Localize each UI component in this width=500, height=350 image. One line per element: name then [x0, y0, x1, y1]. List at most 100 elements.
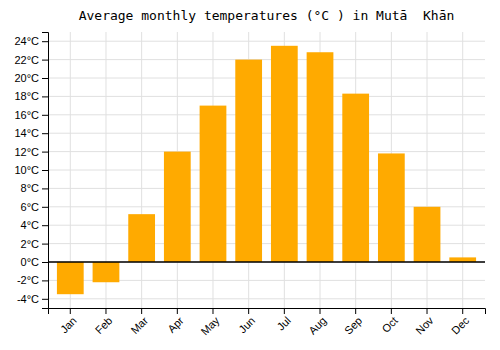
y-tick: 20°C — [14, 72, 48, 84]
y-tick-label: 2°C — [21, 238, 40, 250]
y-tick-mark — [42, 41, 48, 42]
y-tick: 2°C — [21, 238, 48, 250]
y-tick-label: 6°C — [21, 201, 40, 213]
y-grid-line — [48, 96, 485, 97]
y-tick-mark — [42, 244, 48, 245]
bar — [342, 94, 369, 262]
y-tick-mark — [42, 170, 48, 171]
x-tick-label: Dec — [449, 314, 472, 337]
x-tick-mark — [248, 308, 249, 314]
y-grid-line — [48, 78, 485, 79]
x-tick: Mar — [128, 308, 150, 336]
grid — [48, 32, 485, 308]
x-tick: Dec — [449, 308, 472, 337]
y-tick-label: 0°C — [21, 256, 40, 268]
y-tick: 6°C — [21, 201, 48, 213]
y-grid-line — [48, 170, 485, 171]
y-tick-label: 20°C — [14, 72, 39, 84]
x-tick: Jul — [274, 308, 292, 333]
bar — [414, 207, 441, 262]
y-tick: 18°C — [14, 90, 48, 102]
y-tick: 14°C — [14, 127, 48, 139]
y-tick: 16°C — [14, 109, 48, 121]
y-tick-label: 12°C — [14, 146, 39, 158]
y-tick-mark — [42, 60, 48, 61]
x-tick-label: Jan — [58, 314, 79, 335]
x-grid-line — [427, 32, 428, 308]
y-tick-label: 8°C — [21, 182, 40, 194]
bar — [57, 262, 84, 294]
chart-container: Jan Feb Mar Apr May Jun Jul Aug Sep Oct Nov Dec -4°C… — [0, 0, 500, 350]
x-tick-mark — [462, 308, 463, 314]
bar — [307, 52, 334, 262]
x-tick-label: Oct — [379, 314, 400, 335]
x-tick-mark — [320, 308, 321, 314]
y-tick: 12°C — [14, 146, 48, 158]
y-grid-line — [48, 188, 485, 189]
bar — [93, 262, 120, 282]
y-tick-mark — [42, 188, 48, 189]
y-tick-mark — [42, 225, 48, 226]
x-tick-mark — [355, 308, 356, 314]
x-tick-mark — [105, 308, 106, 314]
y-tick: 24°C — [14, 35, 48, 47]
x-tick-label: Jul — [274, 314, 292, 332]
y-tick-label: -4°C — [17, 293, 39, 305]
y-tick-mark — [42, 96, 48, 97]
y-axis-line — [42, 33, 49, 309]
chart-svg: Jan Feb Mar Apr May Jun Jul Aug Sep Oct Nov Dec -4°C… — [0, 0, 500, 350]
bar — [164, 152, 191, 262]
chart-title: Average monthly temperatures (°C ) in Mu… — [79, 8, 455, 23]
x-tick: Oct — [379, 308, 400, 335]
x-tick-mark — [177, 308, 178, 314]
x-tick-mark — [70, 308, 71, 314]
x-tick-mark — [141, 308, 142, 314]
y-tick-mark — [42, 78, 48, 79]
bar — [128, 214, 155, 262]
y-tick: 8°C — [21, 182, 48, 194]
x-tick-label: Feb — [93, 314, 115, 336]
x-tick: Jan — [58, 308, 79, 335]
plot-area — [57, 46, 476, 294]
x-tick-mark — [427, 308, 428, 314]
y-tick: 22°C — [14, 54, 48, 66]
y-grid-line — [48, 262, 485, 263]
x-tick-label: Apr — [165, 314, 186, 335]
bar — [271, 46, 298, 262]
x-tick-mark — [391, 308, 392, 314]
y-tick-label: 18°C — [14, 90, 39, 102]
y-grid-line — [48, 41, 485, 42]
y-tick-label: -2°C — [17, 274, 39, 286]
y-grid-line — [48, 133, 485, 134]
zero-line — [48, 261, 485, 263]
x-tick-label: Sep — [342, 314, 364, 336]
x-tick: Jun — [236, 308, 257, 335]
x-axis-line — [49, 309, 486, 315]
x-tick: Apr — [165, 308, 186, 335]
y-tick: 0°C — [21, 256, 48, 268]
y-tick-mark — [42, 280, 48, 281]
y-tick: -2°C — [17, 274, 48, 286]
x-axis: Jan Feb Mar Apr May Jun Jul Aug Sep Oct Nov Dec — [49, 308, 486, 337]
y-grid-line — [48, 298, 485, 299]
y-tick: 10°C — [14, 164, 48, 176]
x-grid-line — [141, 32, 142, 308]
x-tick-label: Mar — [128, 314, 150, 336]
y-axis: -4°C-2°C0°C2°C4°C6°C8°C10°C12°C14°C16°C1… — [14, 33, 48, 309]
x-tick-mark — [212, 308, 213, 314]
x-tick: Sep — [342, 308, 364, 337]
x-tick-label: Nov — [413, 314, 436, 337]
x-tick: Aug — [306, 308, 328, 337]
x-tick-label: May — [198, 314, 222, 338]
y-tick: -4°C — [17, 293, 48, 305]
y-tick-mark — [42, 152, 48, 153]
y-tick-mark — [42, 115, 48, 116]
y-grid-line — [48, 114, 485, 115]
y-tick-mark — [42, 133, 48, 134]
x-tick: May — [198, 308, 222, 337]
bar — [200, 106, 227, 262]
bar — [235, 60, 262, 262]
y-tick-label: 24°C — [14, 35, 39, 47]
y-tick-mark — [42, 262, 48, 263]
y-tick-label: 16°C — [14, 109, 39, 121]
